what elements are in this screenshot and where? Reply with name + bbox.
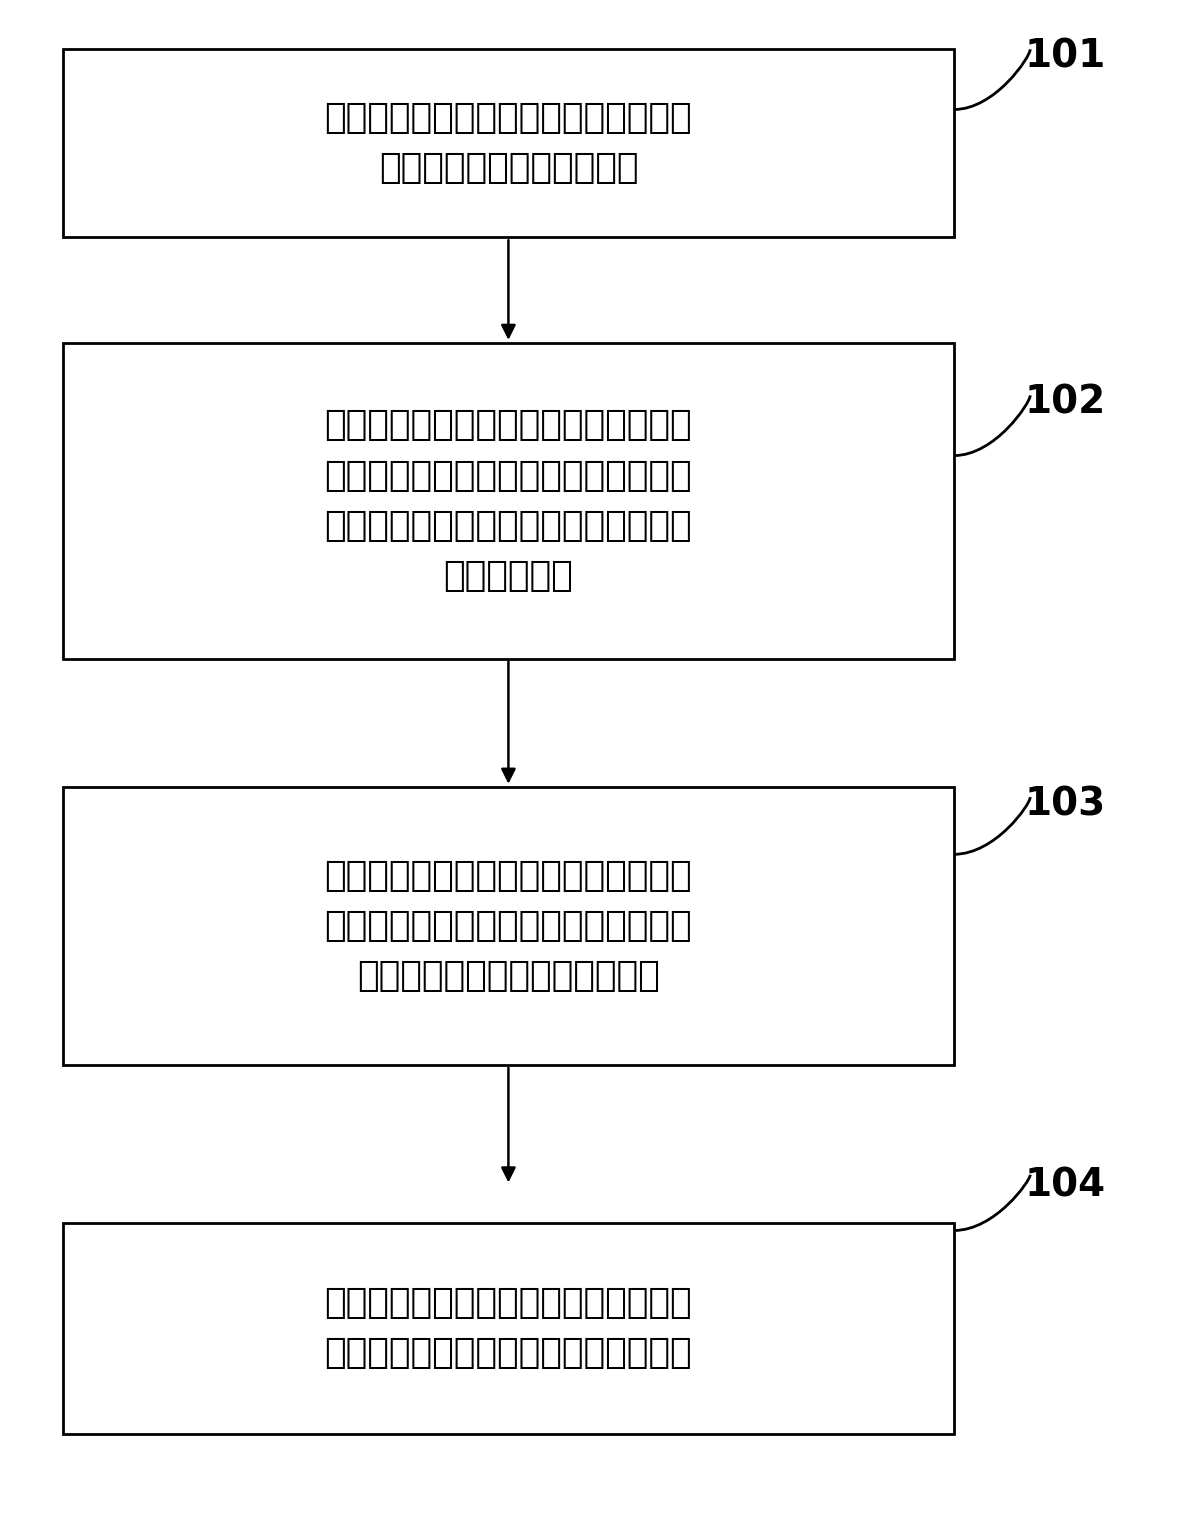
Text: 通过标准推力和标准扭矩，建立标准掘
进参数特征空间，基于统计学原理得出
标准推力和标准扭矩的函数关系: 通过标准推力和标准扭矩，建立标准掘 进参数特征空间，基于统计学原理得出 标准推力… <box>325 858 692 993</box>
Text: 101: 101 <box>1024 38 1105 76</box>
Text: 104: 104 <box>1024 1167 1105 1204</box>
Text: 103: 103 <box>1024 785 1105 823</box>
Text: 通过标准掘进参数特征空间中掘进参数
点的分布对盾构机的掘进状态进行判断: 通过标准掘进参数特征空间中掘进参数 点的分布对盾构机的掘进状态进行判断 <box>325 1286 692 1371</box>
Bar <box>63 1223 954 1434</box>
Text: 102: 102 <box>1024 384 1105 422</box>
Bar <box>63 343 954 658</box>
Text: 获取盾构机自带的安全风险实时监控系
统采集的盾构机的掘进参数: 获取盾构机自带的安全风险实时监控系 统采集的盾构机的掘进参数 <box>325 101 692 186</box>
Text: 通过引入每转切深对掘进参数进行转换
和定义，得到盾构机掘进单位长度所需
的盾构推力和盾构机掘进单位切深所需
的刀盘切向力: 通过引入每转切深对掘进参数进行转换 和定义，得到盾构机掘进单位长度所需 的盾构推… <box>325 409 692 593</box>
Bar <box>63 50 954 238</box>
Bar <box>63 787 954 1065</box>
